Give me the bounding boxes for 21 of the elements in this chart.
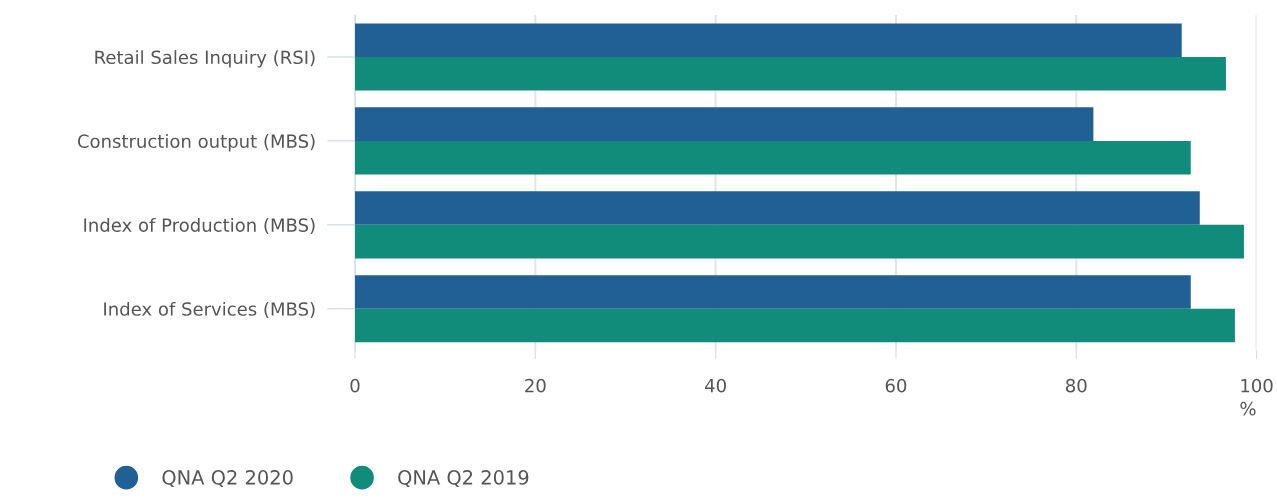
bar xyxy=(355,191,1200,225)
x-tick-label: 40 xyxy=(705,378,726,393)
y-tick-label: Construction output (MBS) xyxy=(77,134,315,152)
bar xyxy=(355,275,1191,309)
y-tick-label: Index of Production (MBS) xyxy=(84,217,315,235)
x-tick-label: 100 xyxy=(1241,378,1273,393)
bar xyxy=(355,23,1182,57)
legend-label: QNA Q2 2020 xyxy=(162,470,293,487)
bar xyxy=(355,56,1226,91)
x-axis-title: % xyxy=(1240,401,1256,416)
bar xyxy=(355,107,1094,141)
x-tick-label: 80 xyxy=(1065,378,1087,393)
y-tick-label: Retail Sales Inquiry (RSI) xyxy=(95,50,315,68)
x-tick-label: 60 xyxy=(885,378,907,393)
bar xyxy=(355,224,1244,259)
y-tick-label: Index of Services (MBS) xyxy=(104,301,315,318)
legend-label: QNA Q2 2019 xyxy=(398,470,529,487)
x-tick-label: 20 xyxy=(525,378,546,393)
bar xyxy=(355,140,1191,175)
x-tick-label: 0 xyxy=(350,378,360,393)
bar xyxy=(355,308,1235,343)
